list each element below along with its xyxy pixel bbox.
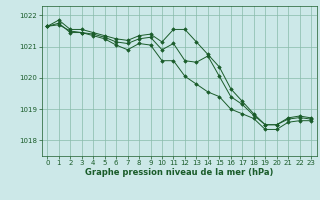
X-axis label: Graphe pression niveau de la mer (hPa): Graphe pression niveau de la mer (hPa) [85,168,273,177]
